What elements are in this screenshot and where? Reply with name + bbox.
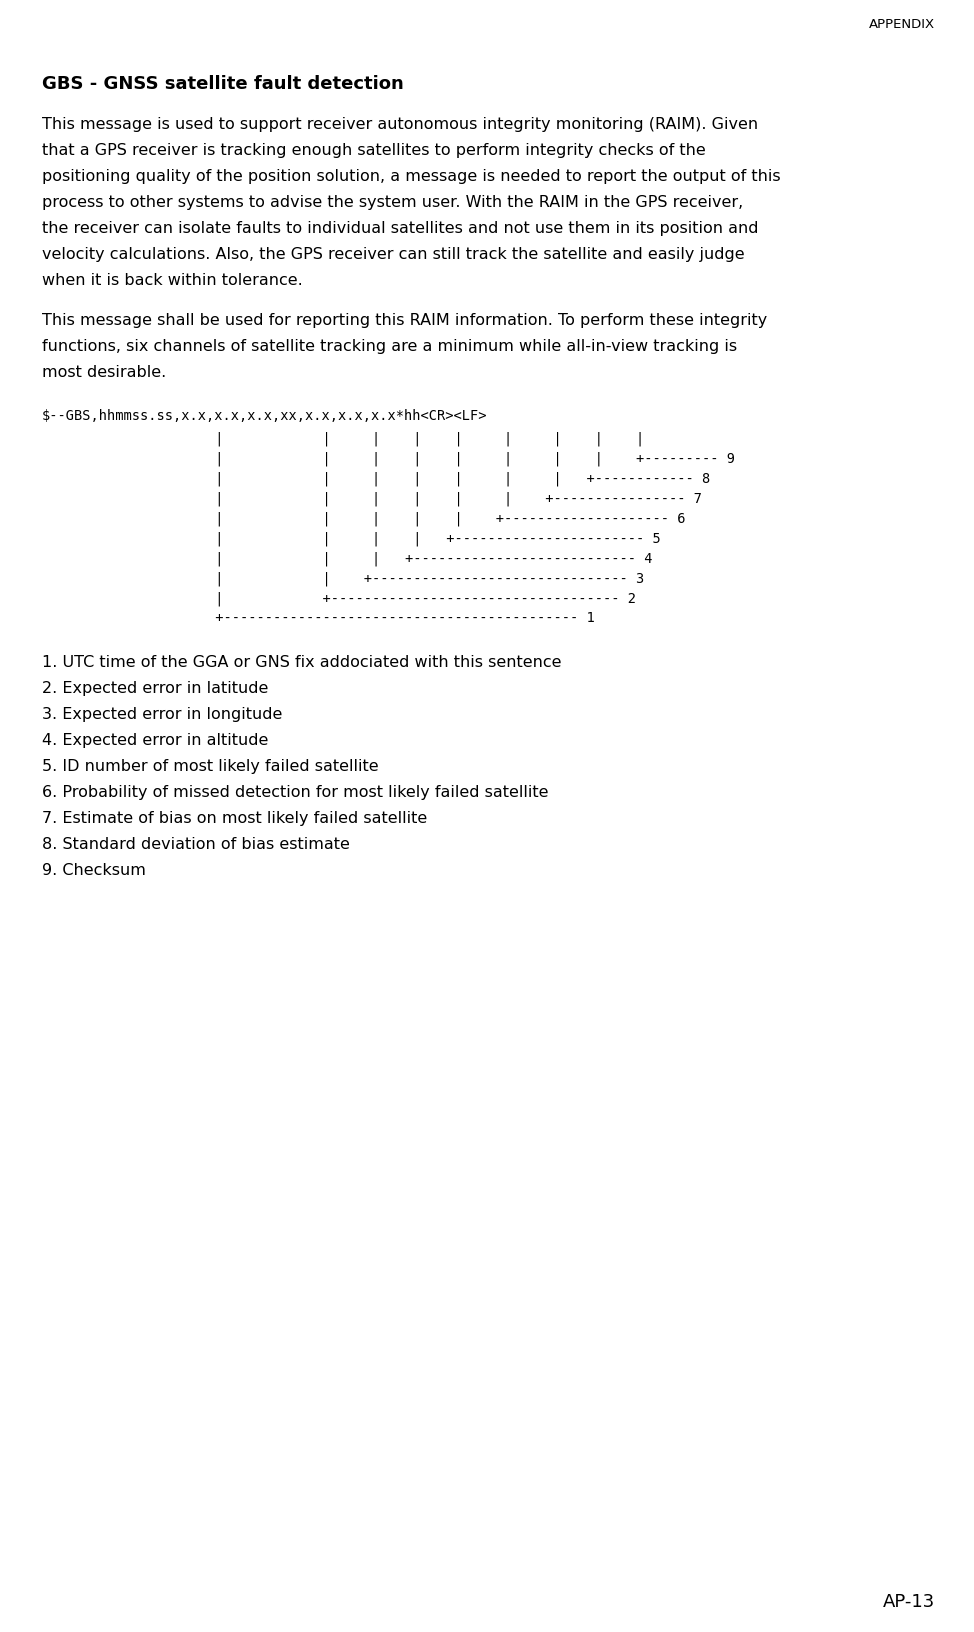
Text: 5. ID number of most likely failed satellite: 5. ID number of most likely failed satel… <box>42 759 379 774</box>
Text: |            +----------------------------------- 2: | +----------------------------------- 2 <box>42 591 636 605</box>
Text: 7. Estimate of bias on most likely failed satellite: 7. Estimate of bias on most likely faile… <box>42 811 428 826</box>
Text: when it is back within tolerance.: when it is back within tolerance. <box>42 273 303 287</box>
Text: 3. Expected error in longitude: 3. Expected error in longitude <box>42 707 282 721</box>
Text: process to other systems to advise the system user. With the RAIM in the GPS rec: process to other systems to advise the s… <box>42 194 743 211</box>
Text: This message is used to support receiver autonomous integrity monitoring (RAIM).: This message is used to support receiver… <box>42 118 758 132</box>
Text: 8. Standard deviation of bias estimate: 8. Standard deviation of bias estimate <box>42 837 350 852</box>
Text: |            |     |    |    |     |     |    |    +--------- 9: | | | | | | | | +--------- 9 <box>42 450 735 465</box>
Text: $--GBS,hhmmss.ss,x.x,x.x,x.x,xx,x.x,x.x,x.x*hh<CR><LF>: $--GBS,hhmmss.ss,x.x,x.x,x.x,xx,x.x,x.x,… <box>42 408 488 423</box>
Text: most desirable.: most desirable. <box>42 366 167 380</box>
Text: This message shall be used for reporting this RAIM information. To perform these: This message shall be used for reporting… <box>42 313 768 328</box>
Text: 2. Expected error in latitude: 2. Expected error in latitude <box>42 681 269 695</box>
Text: |            |     |   +--------------------------- 4: | | | +--------------------------- 4 <box>42 550 653 565</box>
Text: |            |    +------------------------------- 3: | | +------------------------------- 3 <box>42 571 644 586</box>
Text: velocity calculations. Also, the GPS receiver can still track the satellite and : velocity calculations. Also, the GPS rec… <box>42 246 745 261</box>
Text: |            |     |    |    |    +-------------------- 6: | | | | | +-------------------- 6 <box>42 511 686 526</box>
Text: |            |     |    |    |     |    +---------------- 7: | | | | | | +---------------- 7 <box>42 491 702 506</box>
Text: AP-13: AP-13 <box>882 1593 935 1611</box>
Text: functions, six channels of satellite tracking are a minimum while all-in-view tr: functions, six channels of satellite tra… <box>42 339 737 354</box>
Text: |            |     |    |    |     |     |   +------------ 8: | | | | | | | +------------ 8 <box>42 470 710 485</box>
Text: GBS - GNSS satellite fault detection: GBS - GNSS satellite fault detection <box>42 75 404 93</box>
Text: positioning quality of the position solution, a message is needed to report the : positioning quality of the position solu… <box>42 168 780 184</box>
Text: |            |     |    |   +----------------------- 5: | | | | +----------------------- 5 <box>42 530 660 545</box>
Text: the receiver can isolate faults to individual satellites and not use them in its: the receiver can isolate faults to indiv… <box>42 220 759 237</box>
Text: that a GPS receiver is tracking enough satellites to perform integrity checks of: that a GPS receiver is tracking enough s… <box>42 144 706 158</box>
Text: APPENDIX: APPENDIX <box>869 18 935 31</box>
Text: 1. UTC time of the GGA or GNS fix addociated with this sentence: 1. UTC time of the GGA or GNS fix addoci… <box>42 654 561 669</box>
Text: 9. Checksum: 9. Checksum <box>42 862 146 878</box>
Text: |            |     |    |    |     |     |    |    |: | | | | | | | | | <box>42 431 644 446</box>
Text: 6. Probability of missed detection for most likely failed satellite: 6. Probability of missed detection for m… <box>42 785 548 800</box>
Text: +------------------------------------------- 1: +---------------------------------------… <box>42 610 595 625</box>
Text: 4. Expected error in altitude: 4. Expected error in altitude <box>42 733 269 747</box>
